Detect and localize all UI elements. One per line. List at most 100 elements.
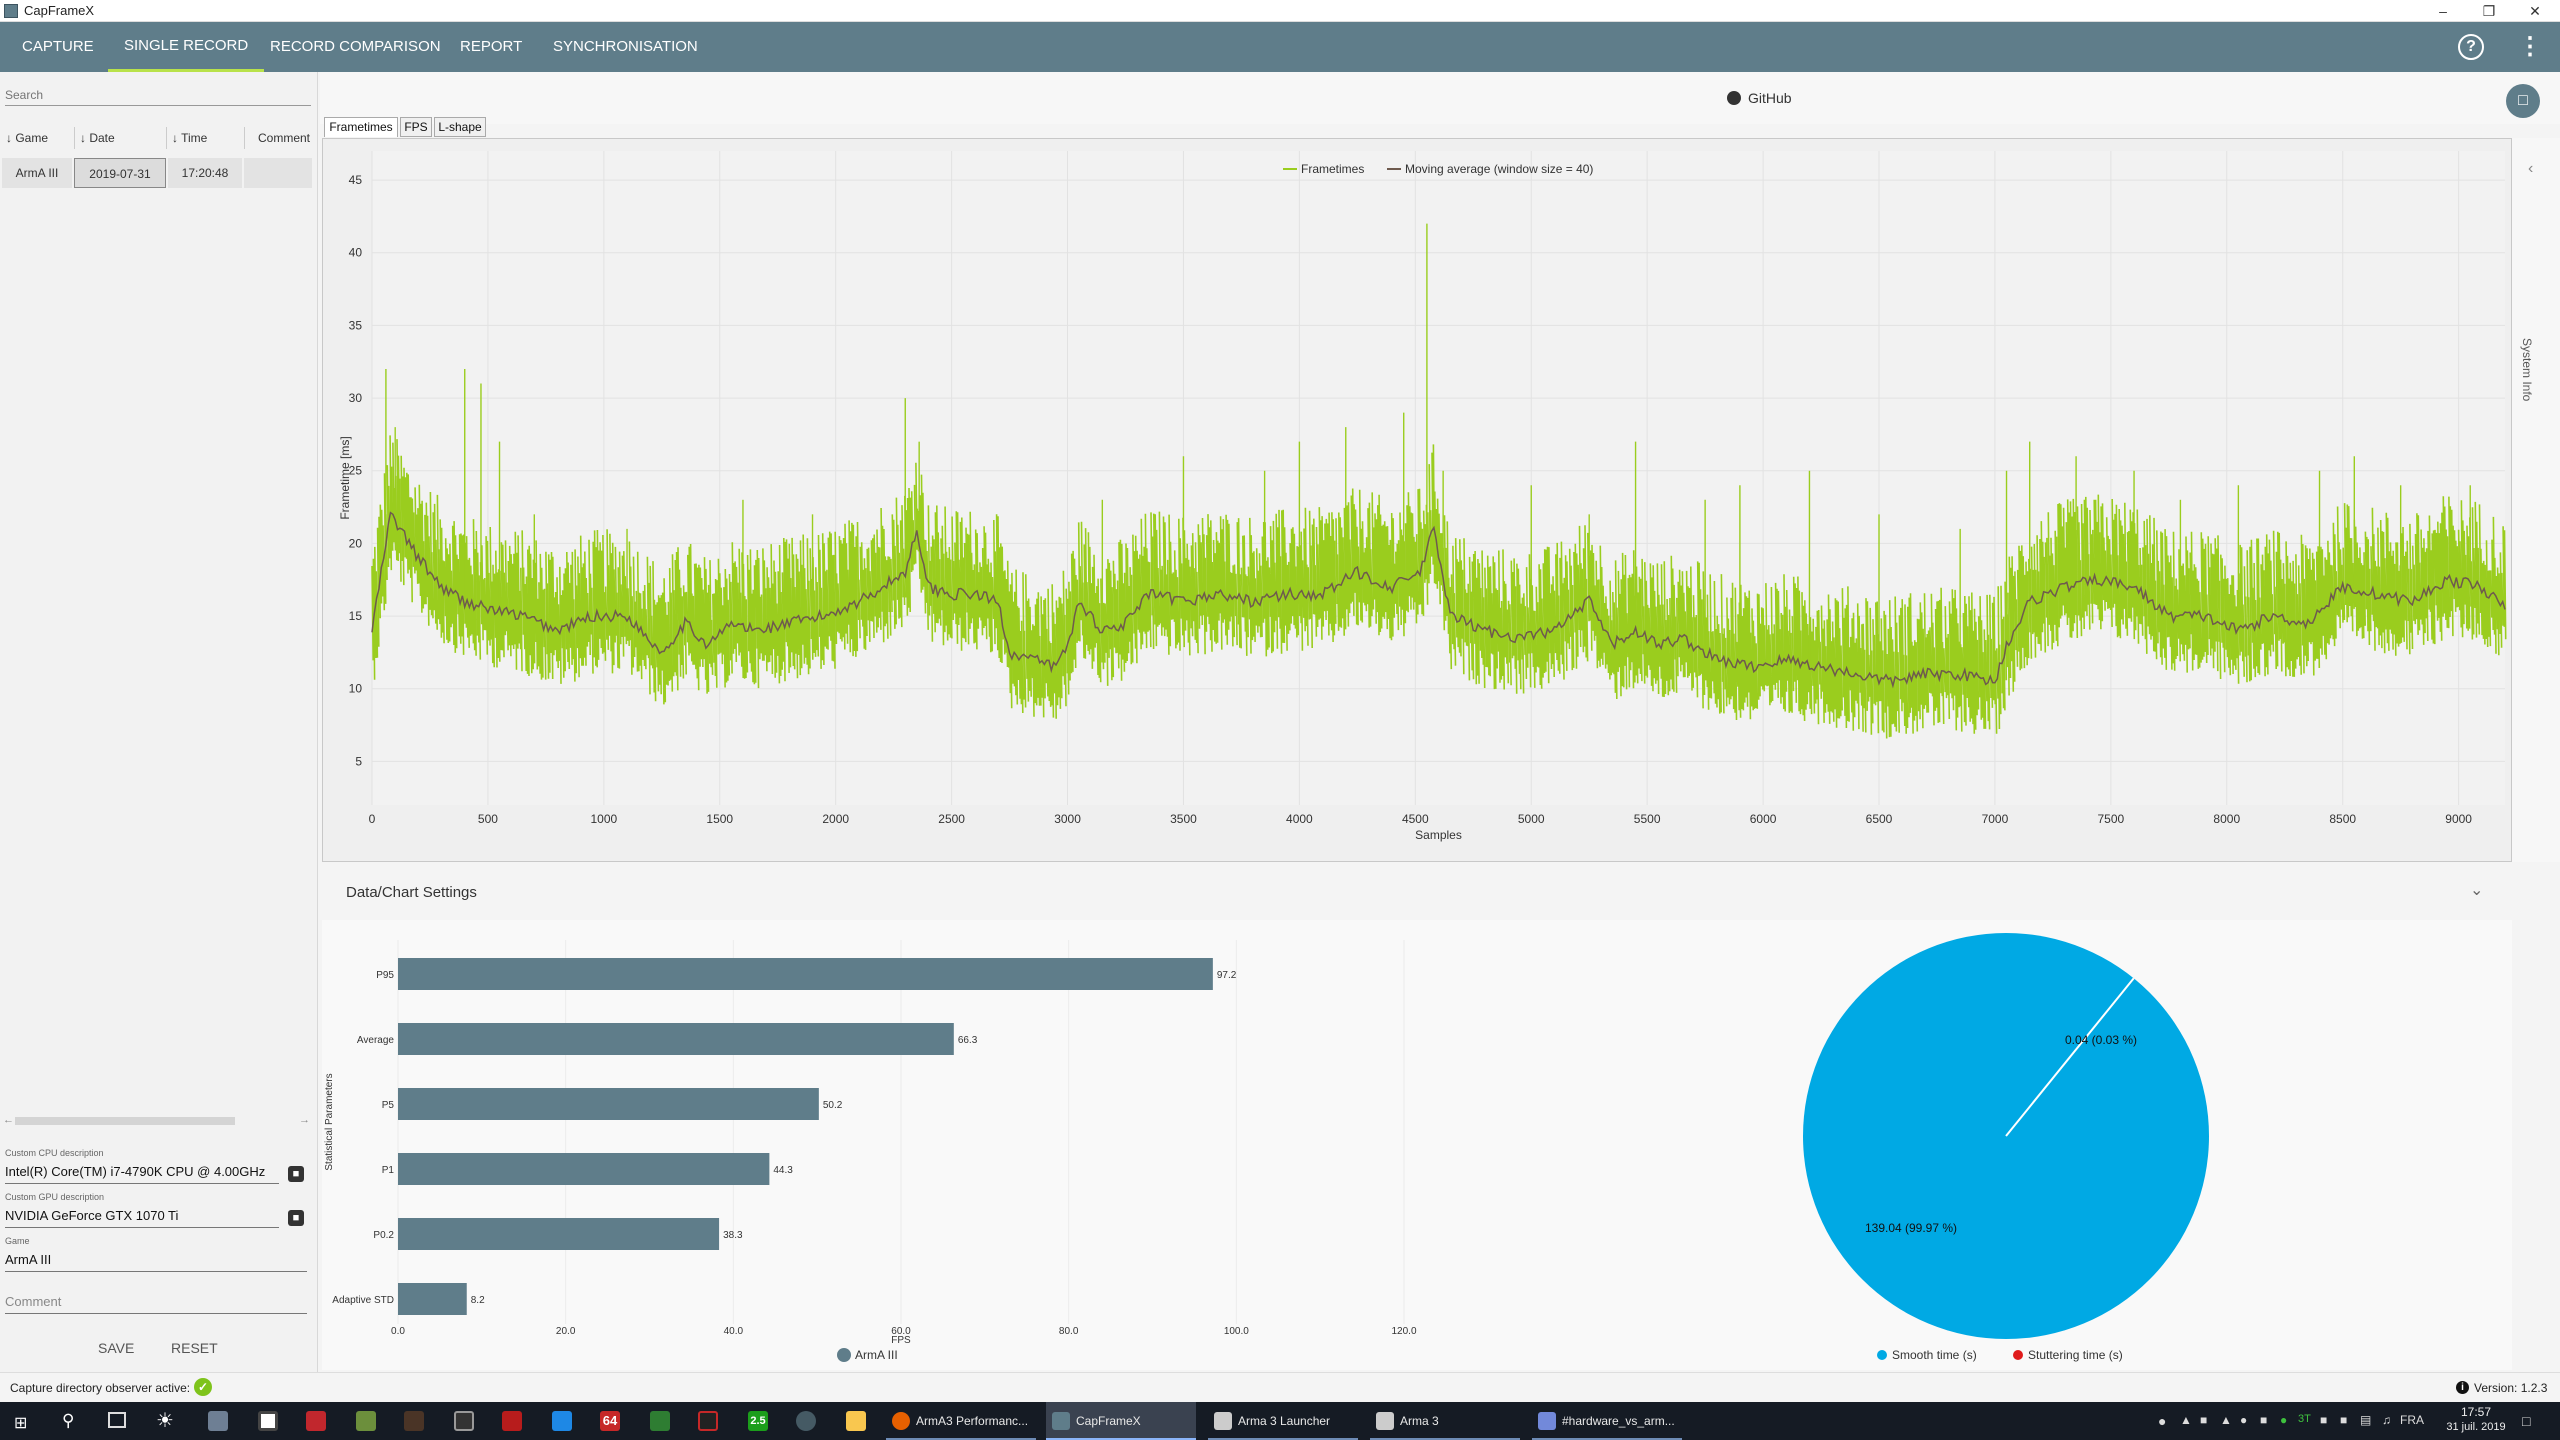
help-icon[interactable]: ? — [2458, 34, 2484, 60]
tray-app-icon[interactable]: ▲ — [2180, 1413, 2192, 1427]
close-button[interactable]: ✕ — [2529, 3, 2541, 19]
clock-date[interactable]: 31 juil. 2019 — [2446, 1421, 2506, 1433]
data-chart-settings-header[interactable]: Data/Chart Settings ⌄ — [322, 868, 2512, 916]
tab-l-shape[interactable]: L-shape — [434, 117, 486, 137]
app-icon[interactable] — [698, 1411, 718, 1431]
column-divider — [244, 127, 245, 149]
column-header-time[interactable]: ↓ Time — [172, 127, 242, 149]
table-cell-date[interactable]: 2019-07-31 — [74, 158, 166, 188]
taskbar-app-arma3-launcher[interactable]: Arma 3 Launcher — [1208, 1402, 1358, 1440]
tab-single-record[interactable]: SINGLE RECORD — [108, 22, 265, 72]
pie-label-stuttering: 0.04 (0.03 %) — [2065, 1033, 2137, 1047]
task-view-icon[interactable] — [108, 1412, 126, 1428]
table-cell-comment[interactable] — [244, 158, 312, 188]
x-tick-label: 6500 — [1866, 812, 1893, 826]
system-info-label[interactable]: System Info — [2520, 338, 2534, 402]
scroll-right-icon[interactable]: → — [299, 1114, 310, 1126]
app-icon[interactable] — [208, 1411, 228, 1431]
app-icon[interactable] — [502, 1411, 522, 1431]
aida64-icon[interactable]: 64 — [600, 1411, 620, 1431]
gpu-description-field[interactable]: NVIDIA GeForce GTX 1070 Ti — [5, 1208, 279, 1228]
reset-button[interactable]: RESET — [171, 1340, 218, 1356]
column-divider — [166, 127, 167, 149]
column-header-date[interactable]: ↓ Date — [80, 127, 166, 149]
table-cell-time[interactable]: 17:20:48 — [168, 158, 242, 188]
more-vert-icon[interactable]: ⋮ — [2518, 33, 2542, 60]
tray-app-icon[interactable]: ■ — [2340, 1413, 2348, 1427]
tab-frametimes[interactable]: Frametimes — [324, 117, 398, 137]
taskbar-app-capframex[interactable]: CapFrameX — [1046, 1402, 1196, 1440]
restore-button[interactable]: ❐ — [2482, 3, 2496, 19]
horizontal-scrollbar[interactable]: ← → — [3, 1114, 310, 1128]
comment-field[interactable]: Comment — [5, 1294, 307, 1314]
system-info-panel[interactable]: ‹ System Info — [2512, 138, 2560, 862]
tab-report[interactable]: REPORT — [460, 38, 523, 55]
gpu-copy-button[interactable]: ■ — [288, 1210, 304, 1226]
app-icon[interactable] — [356, 1411, 376, 1431]
network-icon[interactable]: ▤ — [2360, 1413, 2372, 1427]
brightness-icon[interactable]: ☀ — [156, 1410, 174, 1432]
table-cell-game[interactable]: ArmA III — [2, 158, 72, 188]
pie-label-smooth: 139.04 (99.97 %) — [1865, 1221, 1957, 1235]
chevron-left-icon[interactable]: ‹ — [2528, 160, 2534, 177]
tab-record-comparison[interactable]: RECORD COMPARISON — [270, 38, 441, 55]
tray-app-icon[interactable]: ■ — [2200, 1413, 2208, 1427]
minimize-button[interactable]: – — [2439, 3, 2447, 19]
cpu-copy-button[interactable]: ■ — [288, 1166, 304, 1182]
screenshot-button[interactable]: □ — [2506, 84, 2540, 118]
taskbar-app-label: Arma 3 Launcher — [1238, 1414, 1331, 1428]
column-header-game[interactable]: ↓ Game — [6, 127, 74, 149]
column-header-comment[interactable]: Comment — [258, 131, 311, 145]
tab-fps[interactable]: FPS — [400, 117, 432, 137]
info-icon: i — [2456, 1381, 2469, 1394]
game-field[interactable]: ArmA III — [5, 1252, 307, 1272]
discord-icon — [1538, 1412, 1556, 1430]
folder-icon[interactable] — [846, 1411, 866, 1431]
app-icon[interactable] — [552, 1411, 572, 1431]
app-icon[interactable] — [650, 1411, 670, 1431]
scroll-left-icon[interactable]: ← — [3, 1114, 14, 1126]
tab-synchronisation[interactable]: SYNCHRONISATION — [553, 38, 698, 55]
filezilla-icon[interactable] — [306, 1411, 326, 1431]
notifications-icon[interactable]: □ — [2522, 1413, 2531, 1429]
version-text: Version: 1.2.3 — [2474, 1381, 2548, 1395]
search-input[interactable] — [5, 84, 311, 106]
moving-average-series — [371, 511, 2506, 689]
cpu-description-field[interactable]: Intel(R) Core(TM) i7-4790K CPU @ 4.00GHz — [5, 1164, 279, 1184]
tray-app-text[interactable]: 3T — [2298, 1413, 2311, 1425]
tray-app-icon[interactable]: ■ — [2320, 1413, 2328, 1427]
chevron-down-icon[interactable]: ⌄ — [2470, 882, 2484, 899]
volume-icon[interactable]: ♫ — [2382, 1413, 2391, 1427]
taskbar-app-arma3[interactable]: Arma 3 — [1370, 1402, 1520, 1440]
app-icon[interactable] — [404, 1411, 424, 1431]
sort-arrow-icon: ↓ — [6, 131, 12, 145]
legend-swatch-arma3 — [837, 1348, 851, 1362]
search-icon[interactable]: ⚲ — [62, 1411, 75, 1430]
save-button[interactable]: SAVE — [98, 1340, 135, 1356]
tray-app-icon[interactable]: ▲ — [2220, 1413, 2232, 1427]
github-icon[interactable] — [1727, 91, 1741, 105]
clock-time[interactable]: 17:57 — [2460, 1405, 2492, 1419]
tray-app-icon[interactable]: ● — [2280, 1413, 2288, 1427]
app-icon[interactable] — [454, 1411, 474, 1431]
category-label: Average — [357, 1035, 395, 1046]
taskbar-app-discord[interactable]: #hardware_vs_arm... — [1532, 1402, 1682, 1440]
x-tick-label: 5500 — [1634, 812, 1661, 826]
status-bar: Capture directory observer active: ✓ i V… — [0, 1372, 2560, 1402]
taskbar-app-firefox[interactable]: ArmA3 Performanc... — [886, 1402, 1036, 1440]
scrollbar-thumb[interactable] — [15, 1117, 235, 1125]
microphone-icon[interactable]: ● — [2158, 1413, 2167, 1429]
steam-icon[interactable]: ● — [2240, 1413, 2248, 1427]
calculator-icon[interactable] — [258, 1411, 278, 1431]
x-tick-label: 0.0 — [391, 1326, 405, 1337]
main-nav: CAPTURE SINGLE RECORD RECORD COMPARISON … — [0, 22, 2560, 72]
tab-capture[interactable]: CAPTURE — [22, 38, 94, 55]
app-icon[interactable] — [796, 1411, 816, 1431]
github-link[interactable]: GitHub — [1748, 90, 1792, 106]
tray-app-icon[interactable]: ■ — [2260, 1413, 2268, 1427]
legend-label-moving-average: Moving average (window size = 40) — [1405, 162, 1593, 176]
stat-bar — [398, 1153, 770, 1185]
language-indicator[interactable]: FRA — [2400, 1413, 2424, 1427]
app-icon[interactable]: 2.5 — [748, 1411, 768, 1431]
start-icon[interactable]: ⊞ — [14, 1415, 28, 1432]
